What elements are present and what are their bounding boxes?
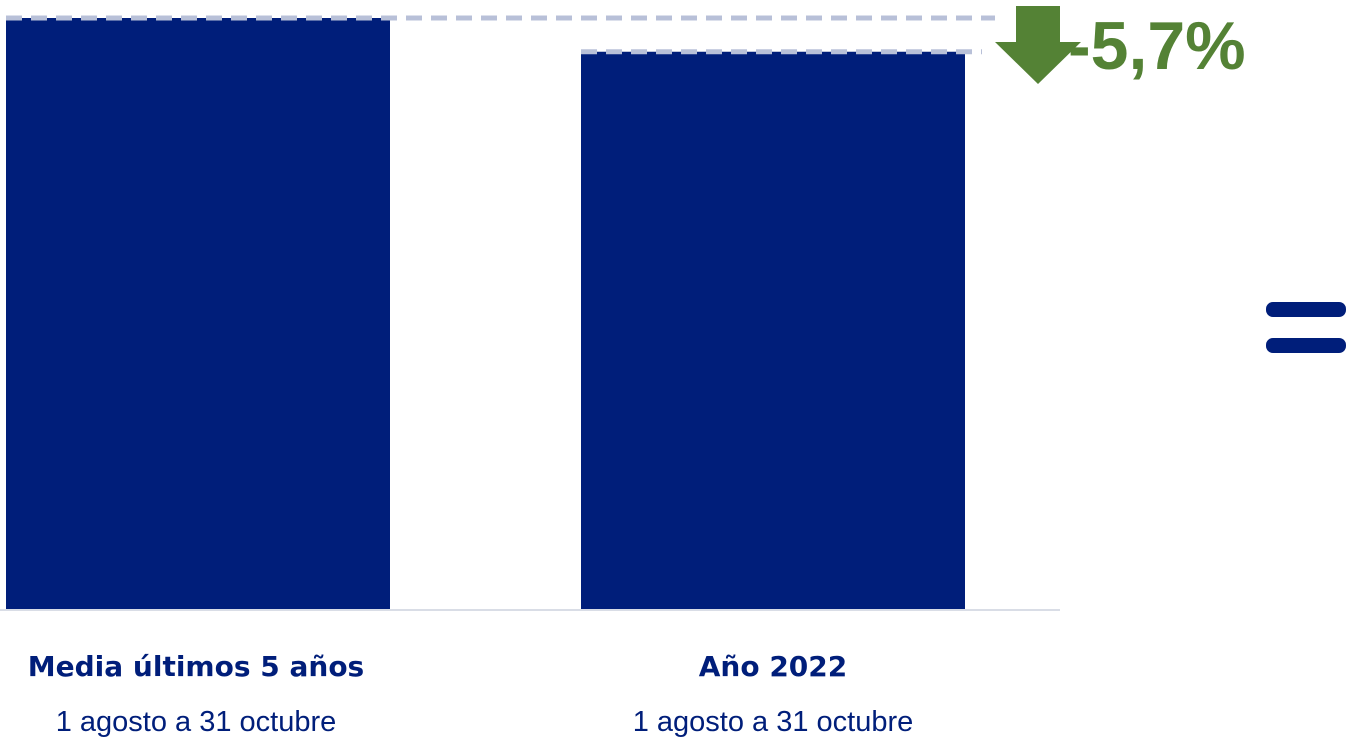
category-label: Año 2022 <box>698 650 848 683</box>
category-sublabel: 1 agosto a 31 octubre <box>55 706 337 738</box>
equals-icon <box>1266 302 1346 353</box>
bar <box>6 18 390 610</box>
bar <box>581 51 965 610</box>
arrow-down-icon <box>995 6 1081 84</box>
reference-lines-group <box>6 15 995 55</box>
bars-group <box>6 18 965 610</box>
change-percentage: -5,7% <box>1068 8 1246 84</box>
category-sublabel: 1 agosto a 31 octubre <box>632 706 914 738</box>
category-label: Media últimos 5 años <box>27 650 365 683</box>
